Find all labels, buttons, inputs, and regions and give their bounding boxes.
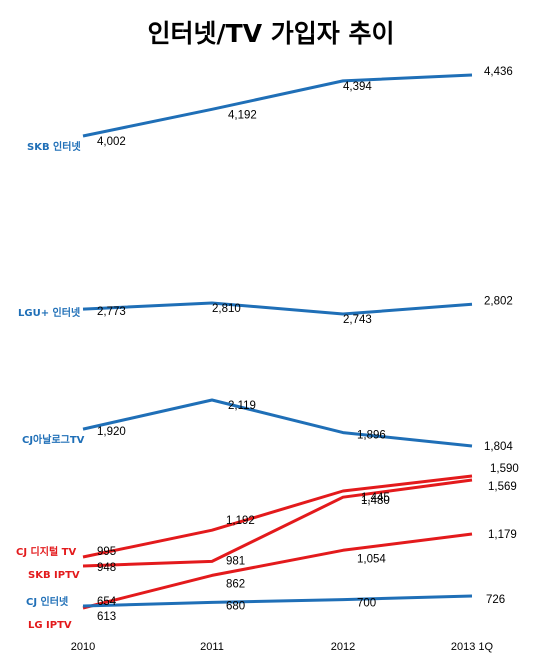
- data-labels: 4,002 4,192 4,394 4,436 2,773 2,810 2,743 2,802…: [97, 66, 519, 623]
- x-axis: 2010 2011 2012 2013 1Q: [71, 641, 494, 653]
- series-label-cj-디지털-tv: CJ 디지털 TV: [16, 545, 76, 558]
- series-label-lg-iptv: LG IPTV: [28, 620, 72, 631]
- series-line-lguplus-인터넷: [82, 301, 473, 316]
- chart-title: 인터넷/TV 가입자 추이: [148, 19, 395, 48]
- data-label-skb-인터넷-0: 4,002: [97, 136, 126, 148]
- data-label-lg-iptv-0: 613: [97, 611, 116, 623]
- series-line-cj-디지털-tv: [82, 474, 473, 559]
- data-label-skb-iptv-2: 1,445: [361, 492, 390, 504]
- series-name-labels: SKB 인터넷 LGU+ 인터넷 CJ아날로그TV CJ 디지털 TV SKB IPTV…: [16, 140, 85, 631]
- series-line-cj-인터넷: [82, 594, 473, 608]
- data-label-skb-iptv-1: 981: [226, 555, 245, 567]
- data-label-cj아날로그tv-0: 1,920: [97, 426, 126, 438]
- data-label-cj-인터넷-3: 726: [486, 594, 505, 606]
- data-label-lg-iptv-1: 862: [226, 578, 245, 590]
- series-label-skb-인터넷: SKB 인터넷: [27, 140, 81, 153]
- data-label-lg-iptv-2: 1,054: [357, 553, 386, 565]
- series-line-skb-iptv: [82, 478, 473, 568]
- data-label-skb-인터넷-1: 4,192: [228, 109, 257, 121]
- data-label-cj-디지털-tv-0: 995: [97, 546, 116, 558]
- series-line-skb-인터넷: [82, 73, 473, 138]
- data-label-cj-인터넷-0: 654: [97, 596, 117, 608]
- series-label-cj아날로그tv: CJ아날로그TV: [22, 433, 85, 446]
- data-label-lg-iptv-3: 1,179: [488, 529, 517, 541]
- data-label-cj-디지털-tv-2: 1,480: [361, 495, 390, 507]
- data-label-cj아날로그tv-1: 2,119: [228, 400, 256, 412]
- data-label-cj-인터넷-1: 680: [226, 600, 245, 612]
- data-label-cj-디지털-tv-1: 1,192: [226, 515, 255, 527]
- series-line-cj아날로그tv: [82, 398, 473, 448]
- series-label-skb-iptv: SKB IPTV: [28, 570, 80, 581]
- x-tick-label: 2010: [71, 641, 95, 653]
- data-label-skb-iptv-3: 1,569: [488, 481, 517, 493]
- data-label-skb-인터넷-2: 4,394: [343, 81, 372, 93]
- series-line-lg-iptv: [82, 532, 473, 610]
- x-tick-label: 2012: [331, 641, 355, 653]
- data-label-lguplus-인터넷-1: 2,810: [212, 303, 241, 315]
- data-label-lguplus-인터넷-0: 2,773: [97, 306, 126, 318]
- data-label-lguplus-인터넷-2: 2,743: [343, 314, 372, 326]
- x-tick-label: 2013 1Q: [451, 641, 494, 653]
- data-label-cj아날로그tv-2: 1,896: [357, 430, 386, 442]
- data-label-skb-인터넷-3: 4,436: [484, 66, 513, 78]
- x-tick-label: 2011: [200, 641, 224, 653]
- data-label-lguplus-인터넷-3: 2,802: [484, 295, 513, 307]
- data-label-cj-디지털-tv-3: 1,590: [490, 463, 519, 475]
- data-label-skb-iptv-0: 948: [97, 562, 116, 574]
- series-label-lguplus-인터넷: LGU+ 인터넷: [18, 306, 80, 319]
- series-lines: [82, 73, 473, 610]
- data-label-cj-인터넷-2: 700: [357, 598, 376, 610]
- data-label-cj아날로그tv-3: 1,804: [484, 441, 513, 453]
- series-label-cj-인터넷: CJ 인터넷: [26, 595, 68, 608]
